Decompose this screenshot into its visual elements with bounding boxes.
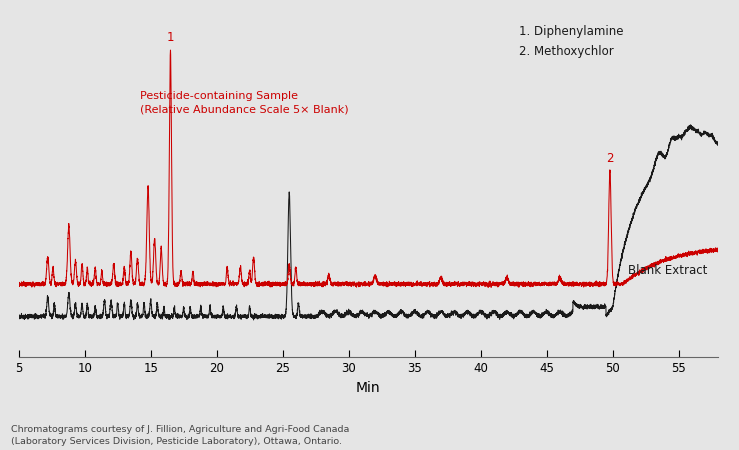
Text: 2: 2 xyxy=(606,153,613,166)
Text: Chromatograms courtesy of J. Fillion, Agriculture and Agri-Food Canada
(Laborato: Chromatograms courtesy of J. Fillion, Ag… xyxy=(11,425,350,446)
X-axis label: Min: Min xyxy=(356,381,381,395)
Text: 1. Diphenylamine
2. Methoxychlor: 1. Diphenylamine 2. Methoxychlor xyxy=(519,25,623,58)
Text: 1: 1 xyxy=(167,31,174,44)
Text: Pesticide-containing Sample
(Relative Abundance Scale 5× Blank): Pesticide-containing Sample (Relative Ab… xyxy=(140,91,349,114)
Text: Blank Extract: Blank Extract xyxy=(628,264,708,276)
